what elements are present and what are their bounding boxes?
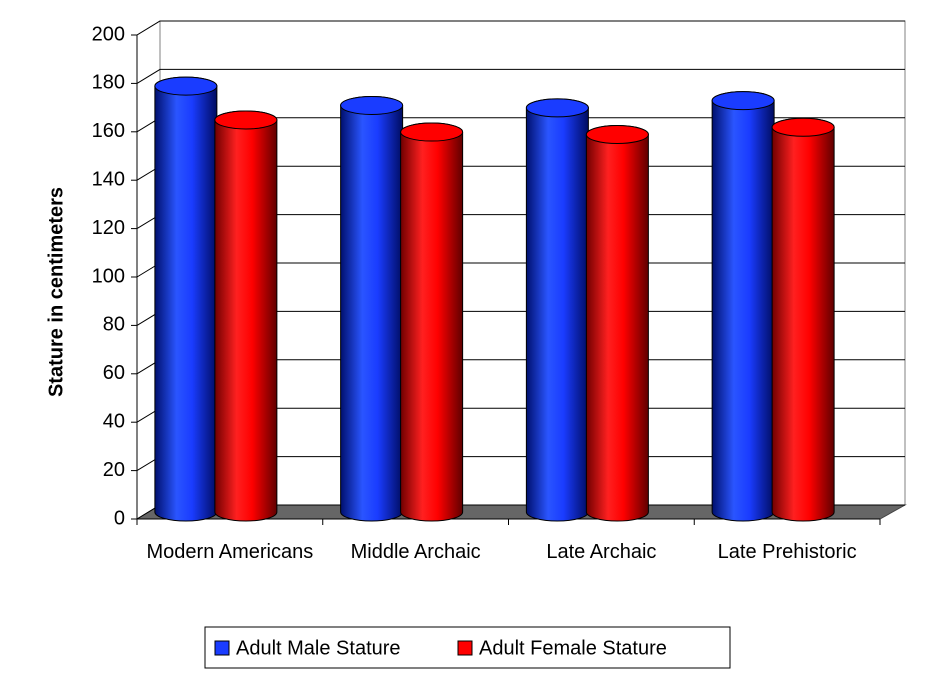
y-tick-label: 60 bbox=[103, 362, 125, 384]
bar bbox=[214, 110, 278, 522]
y-tick-label: 20 bbox=[103, 459, 125, 481]
y-tick-label: 120 bbox=[92, 217, 125, 239]
bar-top bbox=[340, 95, 404, 115]
bar bbox=[525, 98, 589, 522]
bar-top bbox=[711, 91, 775, 111]
legend-swatch bbox=[214, 640, 230, 656]
bar-top bbox=[214, 110, 278, 130]
bar-top bbox=[771, 117, 835, 137]
grid-line bbox=[136, 20, 905, 36]
x-tick-label: Middle Archaic bbox=[350, 541, 481, 563]
x-tick-label: Late Archaic bbox=[546, 541, 657, 563]
x-tick-label: Late Prehistoric bbox=[717, 541, 857, 563]
x-tick-label: Modern Americans bbox=[146, 541, 314, 563]
y-tick-label: 80 bbox=[103, 314, 125, 336]
y-tick-label: 0 bbox=[114, 507, 125, 529]
legend-label: Adult Female Stature bbox=[479, 637, 667, 659]
bar bbox=[154, 76, 218, 522]
bar-top bbox=[154, 76, 218, 96]
bar-top bbox=[525, 98, 589, 118]
y-tick-label: 200 bbox=[92, 23, 125, 45]
grid-line bbox=[136, 68, 905, 84]
y-tick-label: 140 bbox=[92, 168, 125, 190]
bar bbox=[711, 91, 775, 522]
bar bbox=[585, 125, 649, 522]
y-tick-label: 100 bbox=[92, 265, 125, 287]
bar bbox=[771, 117, 835, 522]
y-tick-label: 180 bbox=[92, 72, 125, 94]
y-tick-label: 160 bbox=[92, 120, 125, 142]
bar-top bbox=[400, 122, 464, 142]
y-axis-label: Stature in centimeters bbox=[45, 187, 67, 397]
y-tick-label: 40 bbox=[103, 410, 125, 432]
bar bbox=[340, 95, 404, 522]
legend-swatch bbox=[457, 640, 473, 656]
bar-top bbox=[585, 124, 649, 144]
bar bbox=[400, 122, 464, 522]
legend-label: Adult Male Stature bbox=[236, 637, 401, 659]
